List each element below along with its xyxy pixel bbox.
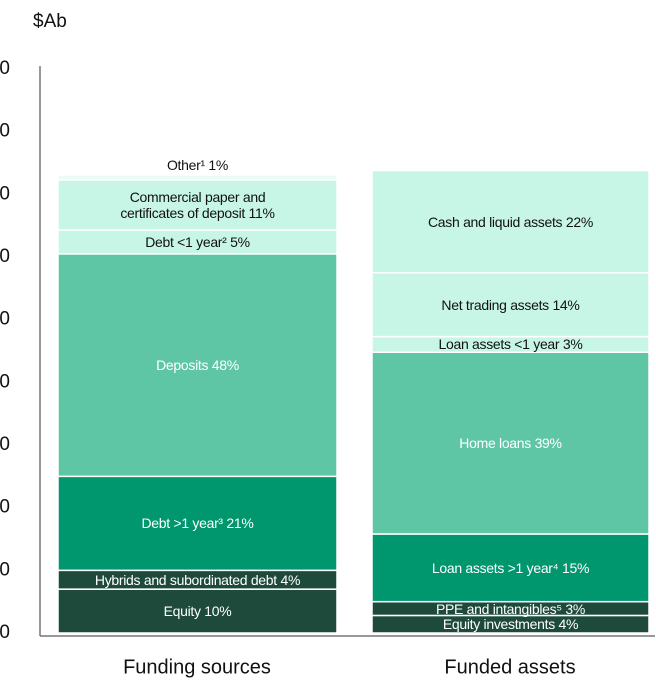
- bar-segment: [57, 179, 338, 231]
- y-tick-label: 500: [0, 309, 10, 330]
- y-tick-label: 200: [0, 497, 10, 518]
- bar-segment: [57, 174, 338, 181]
- y-tick-label: 900: [0, 58, 10, 79]
- bar-segment: [371, 351, 650, 535]
- y-tick-label: 100: [0, 559, 10, 580]
- segment-label: Equity investments 4%: [442, 616, 579, 633]
- x-tick-label: Funding sources: [123, 656, 271, 678]
- segment-label: Home loans 39%: [459, 435, 562, 452]
- segment-label: Loan assets <1 year 3%: [438, 336, 583, 353]
- y-axis-label: $Ab: [33, 11, 67, 32]
- segment-label: Commercial paper and certificates of dep…: [120, 188, 275, 221]
- bar-segment: [57, 253, 338, 478]
- x-tick-label: Funded assets: [444, 656, 575, 678]
- segment-label: PPE and intangibles⁵ 3%: [435, 600, 586, 617]
- bar-segment: [371, 169, 650, 274]
- bar-segment: [57, 475, 338, 572]
- segment-label: Deposits 48%: [156, 357, 239, 374]
- segment-label: Cash and liquid assets 22%: [428, 213, 593, 230]
- y-tick-label: 0: [0, 622, 10, 643]
- bar-segment: [371, 271, 650, 338]
- segment-label: Loan assets >1 year⁴ 15%: [431, 559, 590, 576]
- y-tick-label: 600: [0, 246, 10, 267]
- y-tick-label: 400: [0, 371, 10, 392]
- segment-label: Net trading assets 14%: [441, 296, 580, 313]
- y-tick-label: 700: [0, 183, 10, 204]
- y-tick-label: 800: [0, 121, 10, 142]
- segment-label: Debt >1 year³ 21%: [141, 515, 254, 532]
- segment-label: Equity 10%: [163, 603, 232, 620]
- segment-label: Other¹ 1%: [166, 156, 229, 173]
- segment-label: Debt <1 year² 5%: [145, 233, 250, 250]
- y-tick-label: 300: [0, 434, 10, 455]
- bar-segment: [371, 533, 650, 603]
- segment-label: Hybrids and subordinated debt 4%: [94, 571, 301, 588]
